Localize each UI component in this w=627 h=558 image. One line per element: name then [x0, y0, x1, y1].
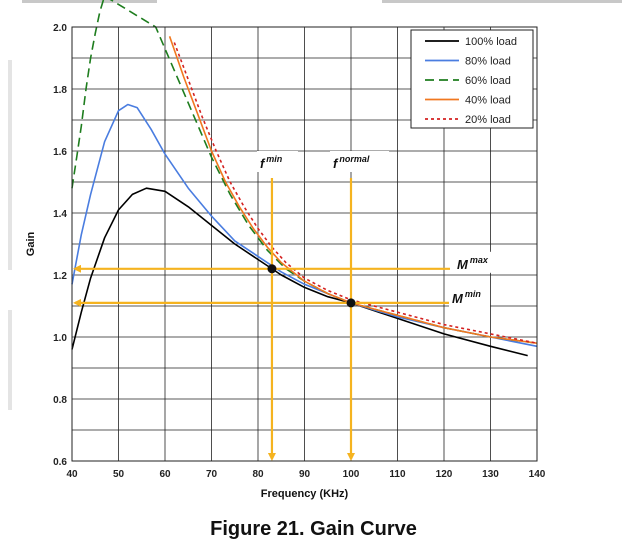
x-tick-label: 110 — [389, 469, 406, 480]
x-tick-label: 100 — [343, 469, 360, 480]
series-line-40-load — [168, 36, 538, 344]
page-top-rule-left — [22, 0, 157, 3]
page-edge-left-lower — [8, 310, 12, 410]
series-line-100-load — [71, 187, 528, 357]
page-top-rule-right — [382, 0, 622, 3]
x-tick-label: 40 — [66, 469, 78, 480]
x-tick-label: 130 — [482, 469, 499, 480]
page-edge-left — [8, 60, 12, 270]
y-tick-label: 1.2 — [53, 271, 67, 282]
series-line-20-load — [173, 42, 538, 344]
legend-label-100-load: 100% load — [465, 36, 517, 48]
chart-legend: 100% load 80% load 60% load 40% load 20% loa… — [410, 29, 534, 129]
chart-series — [71, 0, 538, 357]
gain-curve-chart: 40 50 60 70 80 90 100 110 120 130 140 0.6 0.8 1.0 1.2 1… — [25, 0, 546, 500]
figure-caption: Figure 21. Gain Curve — [210, 518, 417, 540]
x-tick-label: 60 — [159, 469, 171, 480]
annotation-backdrop — [256, 151, 298, 172]
legend-label-20-load: 20% load — [465, 114, 511, 126]
annotation-backdrop — [454, 251, 495, 273]
y-tick-label: 2.0 — [53, 23, 67, 34]
chart-tick-labels: 40 50 60 70 80 90 100 110 120 130 140 0.6 0.8 1.0 1.2 1… — [53, 23, 546, 480]
annotation-backdrop — [330, 151, 389, 172]
y-tick-label: 1.8 — [53, 85, 67, 96]
legend-label-60-load: 60% load — [465, 75, 511, 87]
annotation-backdrop — [449, 285, 490, 307]
plot-frame — [71, 26, 538, 462]
series-line-80-load — [71, 103, 538, 348]
y-tick-label: 1.4 — [53, 209, 67, 220]
x-tick-label: 80 — [252, 469, 264, 480]
x-tick-label: 70 — [206, 469, 218, 480]
x-axis-label: Frequency (KHz) — [261, 488, 349, 500]
operating-point-marker — [346, 298, 356, 308]
chart-guides — [73, 178, 450, 461]
chart-markers — [267, 264, 356, 308]
legend-label-40-load: 40% load — [465, 95, 511, 107]
x-tick-label: 120 — [436, 469, 453, 480]
operating-point-marker — [267, 264, 277, 274]
y-tick-label: 0.6 — [53, 457, 67, 468]
annotation-fmin: f min — [260, 154, 283, 171]
legend-box — [410, 29, 534, 129]
y-tick-label: 1.0 — [53, 333, 67, 344]
annotation-fnormal: f normal — [333, 154, 370, 171]
y-tick-label: 1.6 — [53, 147, 67, 158]
y-tick-label: 0.8 — [53, 395, 67, 406]
x-tick-label: 140 — [529, 469, 546, 480]
x-tick-label: 90 — [299, 469, 311, 480]
y-axis-label: Gain — [25, 231, 37, 256]
legend-label-80-load: 80% load — [465, 56, 511, 68]
x-tick-label: 50 — [113, 469, 125, 480]
chart-annotations: f min f normal M max M min — [256, 151, 495, 307]
